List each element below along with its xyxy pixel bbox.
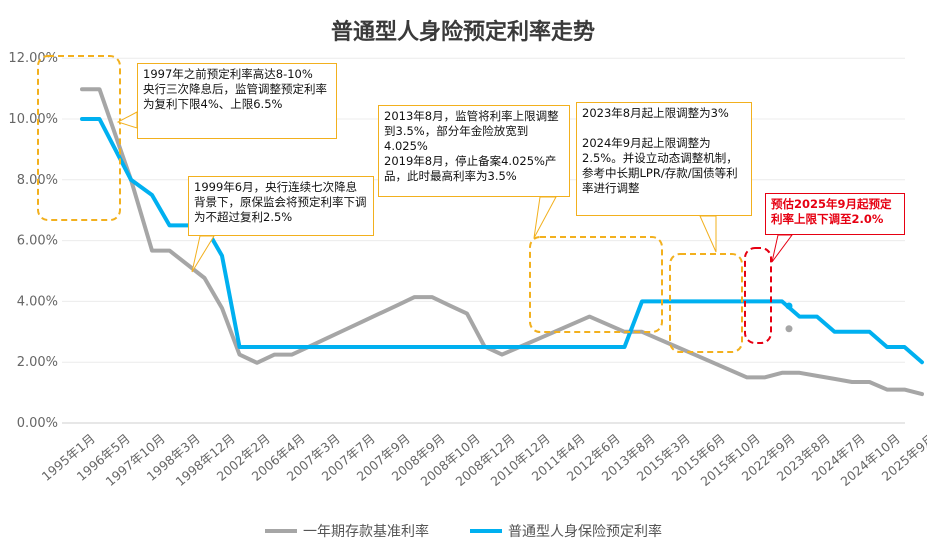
data-point (785, 302, 793, 310)
callout-pointer (116, 111, 138, 129)
legend: 一年期存款基准利率 普通型人身保险预定利率 (265, 523, 662, 540)
data-point (785, 325, 793, 333)
highlight-box (529, 236, 663, 333)
chart-title: 普通型人身险预定利率走势 (331, 19, 595, 45)
callout-pointer (771, 234, 793, 263)
legend-label: 一年期存款基准利率 (303, 523, 429, 540)
annotation-connectors (116, 111, 793, 273)
callout-pointer (191, 235, 215, 273)
annotation-1999: 1999年6月，央行连续七次降息背景下，原保监会将预定利率下调为不超过复利2.5… (188, 176, 374, 236)
annotation-1997: 1997年之前预定利率高达8-10% 央行三次降息后，监管调整预定利率为复利下限… (137, 63, 337, 139)
y-tick-label: 6.00% (17, 234, 58, 249)
annotation-2025-forecast: 预估2025年9月起预定利率上限下调至2.0% (765, 193, 905, 235)
series-lines (80, 87, 924, 397)
y-tick-label: 12.00% (8, 51, 58, 66)
x-axis-ticks: 1995年1月1996年5月1997年10月1998年3月1998年12月200… (39, 431, 927, 489)
y-tick-label: 10.00% (8, 112, 58, 127)
legend-label: 普通型人身保险预定利率 (508, 523, 662, 540)
data-markers (785, 302, 793, 333)
highlight-box (744, 247, 772, 344)
y-tick-label: 0.00% (17, 416, 58, 431)
highlight-box (669, 253, 743, 353)
highlight-box (37, 55, 121, 221)
y-tick-label: 4.00% (17, 294, 58, 309)
callout-pointer (699, 215, 717, 253)
highlight-boxes (37, 55, 772, 353)
callout-pointer (533, 196, 557, 239)
annotation-2013: 2013年8月，监管将利率上限调整到3.5%，部分年金险放宽到4.025% 20… (378, 105, 570, 197)
series-line-insurance-rate (80, 117, 924, 365)
annotation-2023-2024: 2023年8月起上限调整为3% 2024年9月起上限调整为2.5%。并设立动态调… (576, 102, 752, 216)
y-axis-ticks: 0.00%2.00%4.00%6.00%8.00%10.00%12.00% (8, 51, 58, 431)
y-tick-label: 2.00% (17, 355, 58, 370)
